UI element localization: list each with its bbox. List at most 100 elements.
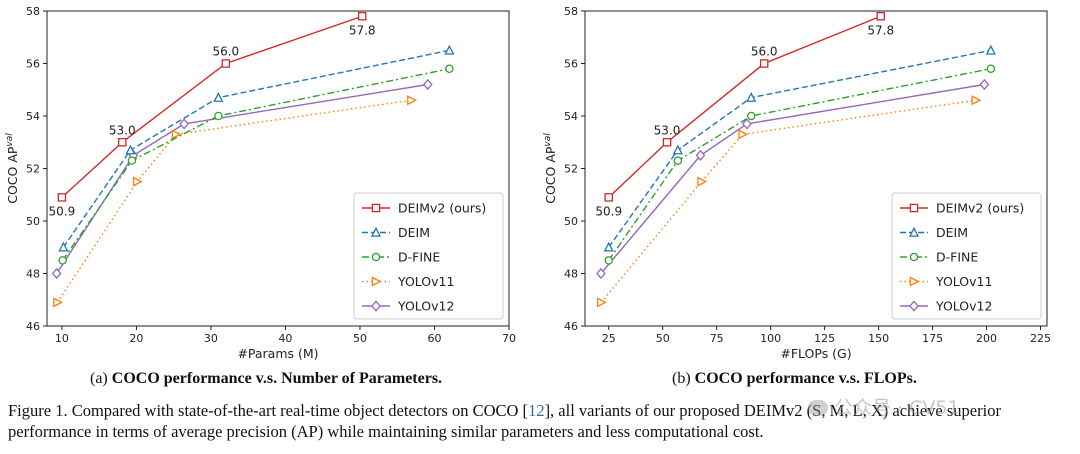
data-point-yolov12 <box>422 78 433 91</box>
data-point-deim <box>58 241 69 252</box>
legend-label: YOLOv11 <box>935 274 992 289</box>
y-tick-label: 54 <box>26 110 40 123</box>
legend-label: YOLOv12 <box>935 299 992 314</box>
y-tick-label: 54 <box>564 110 578 123</box>
legend-marker <box>371 300 381 312</box>
data-point-deim <box>213 92 224 102</box>
series-line-deim <box>608 49 992 248</box>
data-point-yolov11 <box>971 95 982 106</box>
y-tick-label: 58 <box>564 5 578 18</box>
data-point-deim <box>603 241 614 252</box>
figure-canvas: 10 20 30 40 50 60 70 46 48 50 52 54 56 58 #Params (M) C… <box>5 5 1051 361</box>
data-point-deim <box>444 44 455 55</box>
data-point-deimv2-ours <box>57 193 67 202</box>
x-tick-label: 20 <box>129 332 143 345</box>
legend-marker <box>370 226 382 237</box>
data-point-deim <box>125 144 136 155</box>
data-label: 56.0 <box>751 45 778 59</box>
data-point-d-fine <box>214 111 223 121</box>
legend-marker <box>909 276 920 287</box>
data-point-yolov12 <box>596 267 606 280</box>
series-line-d-fine <box>608 68 992 261</box>
data-label: 50.9 <box>49 204 76 218</box>
data-point-deim <box>985 44 996 55</box>
legend-box <box>353 192 504 320</box>
y-tick-label: 48 <box>26 268 40 281</box>
data-label: 50.9 <box>595 204 622 218</box>
legend-label: DEIM <box>936 225 968 240</box>
x-tick-label: 70 <box>502 332 516 345</box>
citation-link[interactable]: 12 <box>528 401 545 420</box>
legend-marker <box>371 203 381 213</box>
x-tick-label: 125 <box>814 332 835 345</box>
data-point-yolov11 <box>738 129 749 140</box>
data-point-d-fine <box>746 111 756 121</box>
y-tick-label: 58 <box>26 5 40 18</box>
series-line-d-fine <box>62 68 450 261</box>
data-point-deimv2-ours <box>876 11 886 21</box>
y-tick-label: 56 <box>26 58 40 71</box>
series-line-deimv2-ours <box>61 15 363 198</box>
y-axis-label-sup: val <box>5 133 15 147</box>
data-label: 57.8 <box>349 23 376 37</box>
y-tick-label: 52 <box>26 163 40 176</box>
data-label: 57.8 <box>867 23 894 37</box>
flops-chart: 25 50 75 100 125 150 175 200 225 46 48 50 52 54 56 58 #F… <box>543 5 1051 361</box>
y-tick-label: 52 <box>564 163 578 176</box>
legend-label: YOLOv11 <box>397 274 454 289</box>
legend-marker <box>908 226 920 237</box>
params-chart: 10 20 30 40 50 60 70 46 48 50 52 54 56 58 #Params (M) C… <box>5 5 516 361</box>
data-point-yolov11 <box>596 297 607 308</box>
series-line-yolov11 <box>56 99 412 303</box>
y-tick-label: 46 <box>564 320 578 333</box>
y-axis-label-main: COCO AP <box>5 146 20 204</box>
x-tick-label: 200 <box>976 332 997 345</box>
wechat-icon <box>808 400 828 416</box>
y-axis-label: COCO APval <box>543 133 558 204</box>
watermark: 公众号 · CV51 <box>808 393 960 420</box>
data-point-d-fine <box>445 64 454 74</box>
data-point-yolov12 <box>742 118 752 130</box>
subcaption-b: (b) COCO performance v.s. FLOPs. <box>672 370 917 387</box>
data-point-d-fine <box>58 256 67 265</box>
x-tick-label: 75 <box>710 332 724 345</box>
data-label: 53.0 <box>654 123 681 137</box>
data-label: 56.0 <box>212 45 239 59</box>
data-point-deim <box>672 144 683 155</box>
data-point-yolov11 <box>407 95 418 106</box>
data-point-deimv2-ours <box>604 193 613 202</box>
legend-label: D-FINE <box>936 250 978 265</box>
y-tick-label: 48 <box>564 268 578 281</box>
data-point-d-fine <box>127 156 137 165</box>
data-point-deimv2-ours <box>357 11 367 21</box>
y-axis-label-sup: val <box>543 133 553 147</box>
legend-marker <box>371 252 381 262</box>
data-point-d-fine <box>673 156 683 165</box>
x-tick-label: 50 <box>656 332 670 345</box>
series-line-deim <box>62 49 450 248</box>
y-tick-label: 56 <box>564 58 578 71</box>
data-point-yolov11 <box>132 176 143 187</box>
data-point-yolov12 <box>179 118 189 130</box>
x-tick-label: 30 <box>204 332 218 345</box>
x-tick-label: 10 <box>55 332 69 345</box>
y-axis-label-main: COCO AP <box>543 146 558 204</box>
x-tick-label: 40 <box>278 332 292 345</box>
series-line-deimv2-ours <box>608 15 882 198</box>
data-label: 53.0 <box>109 123 136 137</box>
legend-marker <box>909 203 919 213</box>
x-tick-label: 50 <box>353 332 367 345</box>
data-point-yolov11 <box>697 176 708 187</box>
y-tick-label: 46 <box>26 320 40 333</box>
figure-caption: Figure 1. Compared with state-of-the-art… <box>8 401 1001 441</box>
y-axis-label: COCO APval <box>5 133 20 204</box>
legend-marker <box>909 300 919 312</box>
data-point-deimv2-ours <box>759 59 769 68</box>
data-point-yolov12 <box>979 78 990 91</box>
data-point-yolov12 <box>51 267 62 280</box>
y-tick-label: 50 <box>26 215 40 228</box>
legend-label: DEIMv2 (ours) <box>398 201 486 216</box>
x-tick-label: 100 <box>760 332 781 345</box>
data-point-deimv2-ours <box>118 137 127 147</box>
legend-label: YOLOv12 <box>397 299 454 314</box>
